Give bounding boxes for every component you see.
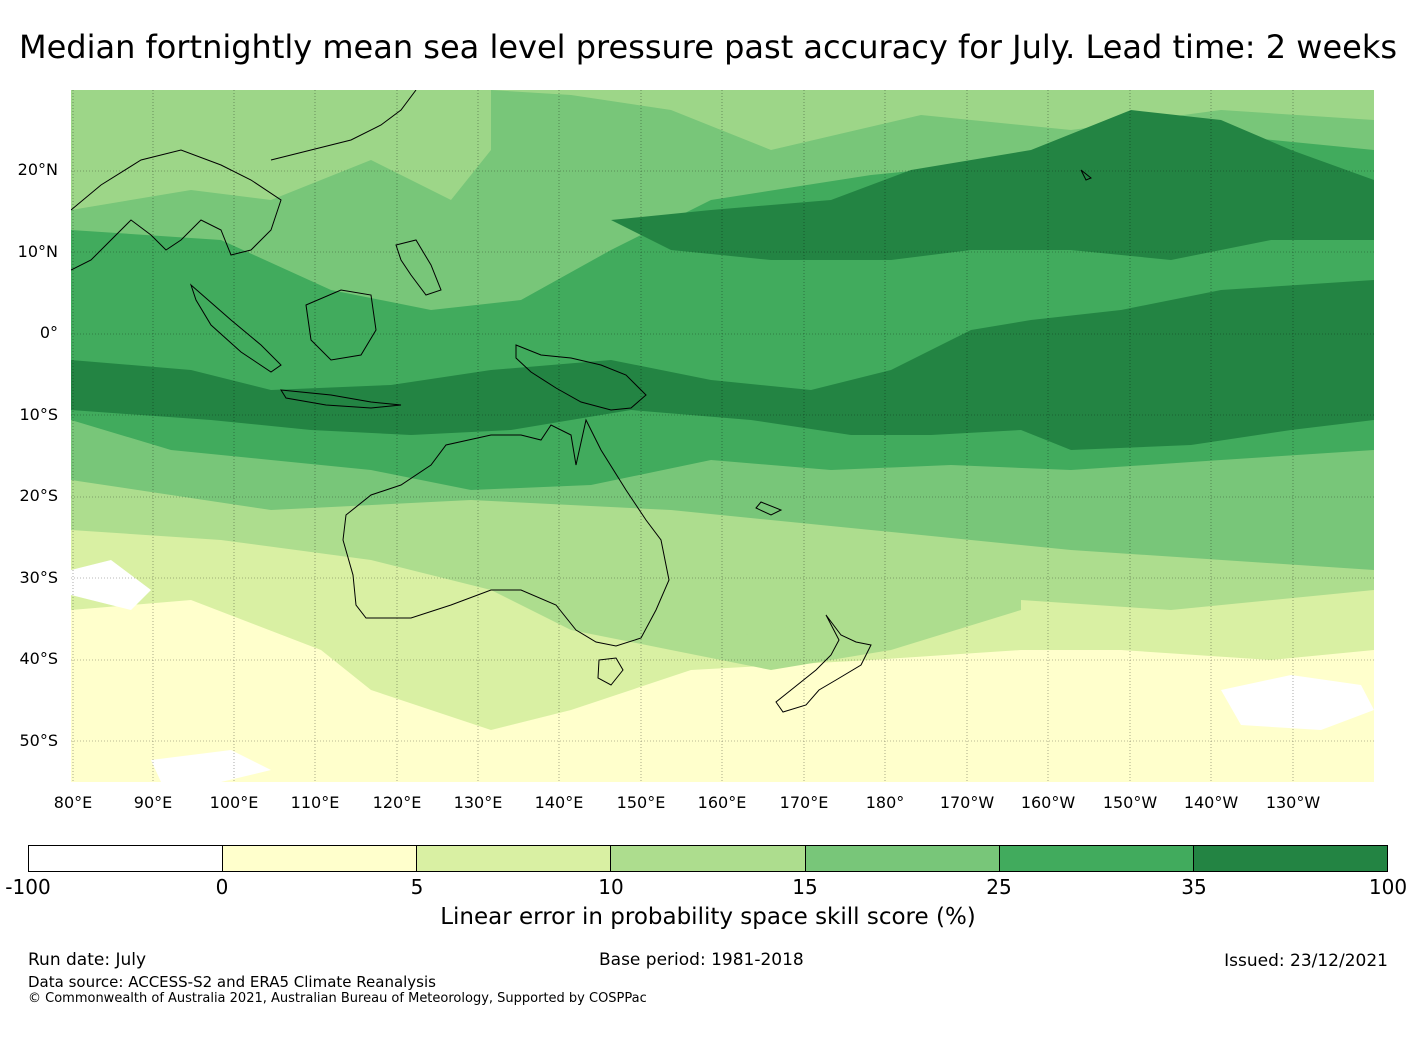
- colorbar-segment-25-35: [999, 846, 1194, 871]
- skill-score-map: [71, 90, 1374, 782]
- lon-label-100e: 100°E: [209, 793, 259, 812]
- colorbar-segment-35-100: [1193, 846, 1387, 871]
- lat-label-30s: 30°S: [19, 568, 58, 587]
- asia-coast: [71, 149, 282, 271]
- lat-label-10n: 10°N: [17, 242, 58, 261]
- coastlines: [71, 90, 1092, 713]
- lon-label-150e: 150°E: [616, 793, 666, 812]
- lat-label-40s: 40°S: [19, 649, 58, 668]
- zone-white-south: [151, 750, 271, 782]
- lon-label-130w: 130°W: [1265, 793, 1321, 812]
- lon-label-110e: 110°E: [290, 793, 340, 812]
- colorbar-tick-35: 35: [1181, 875, 1207, 899]
- data-source: Data source: ACCESS-S2 and ERA5 Climate …: [28, 973, 436, 991]
- graticule: [71, 90, 1374, 782]
- colorbar-tick-25: 25: [986, 875, 1012, 899]
- lat-label-50s: 50°S: [19, 731, 58, 750]
- tasmania-coast: [597, 657, 624, 686]
- lon-label-170w: 170°W: [939, 793, 995, 812]
- lon-label-160w: 160°W: [1020, 793, 1076, 812]
- colorbar-segment-neg100-0: [29, 846, 224, 871]
- colorbar-tick-5: 5: [410, 875, 424, 899]
- copyright: © Commonwealth of Australia 2021, Austra…: [28, 991, 647, 1006]
- lon-label-130e: 130°E: [453, 793, 503, 812]
- new-guinea-coast: [515, 344, 647, 411]
- colorbar-tick-15: 15: [792, 875, 818, 899]
- new-caledonia-coast: [755, 501, 783, 516]
- new-zealand-coast: [775, 614, 872, 713]
- colorbar: [28, 845, 1388, 872]
- lon-label-170e: 170°E: [779, 793, 829, 812]
- borneo-coast: [305, 289, 377, 361]
- chart-title: Median fortnightly mean sea level pressu…: [18, 28, 1398, 66]
- lon-label-140e: 140°E: [534, 793, 584, 812]
- colorbar-label: Linear error in probability space skill …: [440, 904, 976, 930]
- base-period: Base period: 1981-2018: [599, 950, 804, 970]
- lat-label-10s: 10°S: [19, 405, 58, 424]
- colorbar-tick-neg100: -100: [5, 875, 51, 899]
- issued-date: Issued: 23/12/2021: [1224, 951, 1388, 971]
- colorbar-tick-10: 10: [598, 875, 624, 899]
- lon-label-150w: 150°W: [1102, 793, 1158, 812]
- colorbar-tick-0: 0: [215, 875, 229, 899]
- lon-label-160e: 160°E: [697, 793, 747, 812]
- colorbar-segment-10-15: [611, 846, 806, 871]
- run-date: Run date: July: [28, 950, 147, 970]
- philippines-coast: [395, 239, 442, 296]
- lat-label-20n: 20°N: [17, 160, 58, 179]
- lat-label-20s: 20°S: [19, 486, 58, 505]
- zone-white-west: [71, 560, 151, 610]
- lon-label-80e: 80°E: [53, 793, 93, 812]
- zone-dark-north: [611, 110, 1374, 260]
- hawaii-coast: [1080, 169, 1092, 181]
- colorbar-segment-0-5: [223, 846, 418, 871]
- colorbar-tick-100: 100: [1368, 875, 1408, 899]
- lon-label-140w: 140°W: [1183, 793, 1239, 812]
- australia-coast: [342, 418, 670, 647]
- zone-dark-south: [71, 280, 1374, 450]
- colorbar-segment-15-25: [805, 846, 1000, 871]
- zone-south-patch: [671, 570, 1021, 670]
- colorbar-segment-5-10: [417, 846, 612, 871]
- lon-label-120e: 120°E: [372, 793, 422, 812]
- lon-label-180: 180°: [865, 793, 905, 812]
- lat-label-0: 0°: [39, 323, 58, 342]
- zone-white-east: [1221, 675, 1374, 730]
- zone-south-pale: [71, 600, 1374, 782]
- china-coast: [270, 90, 417, 161]
- lon-label-90e: 90°E: [133, 793, 173, 812]
- sumatra-coast: [189, 283, 282, 373]
- java-coast: [280, 389, 402, 409]
